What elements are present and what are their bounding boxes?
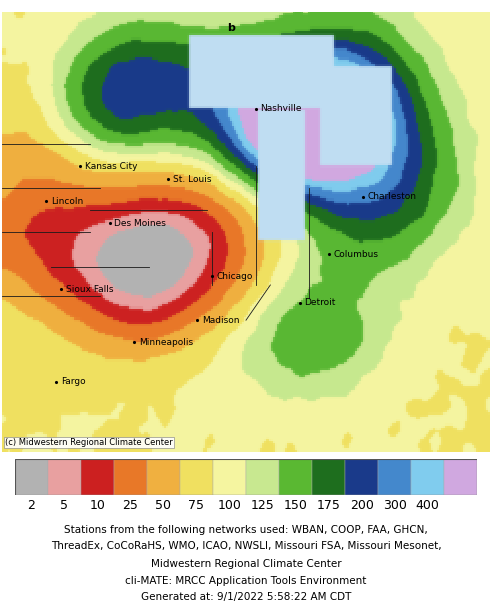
Text: 75: 75: [188, 498, 205, 512]
Text: 150: 150: [283, 498, 308, 512]
Text: Generated at: 9/1/2022 5:58:22 AM CDT: Generated at: 9/1/2022 5:58:22 AM CDT: [141, 592, 351, 602]
Bar: [180, 459, 213, 495]
Text: Midwestern Regional Climate Center: Midwestern Regional Climate Center: [151, 559, 341, 569]
Text: b: b: [227, 23, 235, 33]
Bar: [411, 459, 444, 495]
Text: (c) Midwestern Regional Climate Center: (c) Midwestern Regional Climate Center: [5, 438, 173, 447]
Text: Minneapolis: Minneapolis: [139, 337, 193, 347]
Text: Kansas City: Kansas City: [85, 161, 138, 171]
Bar: [279, 459, 312, 495]
Bar: [444, 459, 477, 495]
Text: Des Moines: Des Moines: [115, 219, 166, 228]
Text: 100: 100: [217, 498, 242, 512]
Text: Columbus: Columbus: [334, 249, 379, 259]
Bar: [345, 459, 378, 495]
Text: 400: 400: [416, 498, 440, 512]
Text: 200: 200: [350, 498, 373, 512]
Text: 50: 50: [155, 498, 171, 512]
Text: St. Louis: St. Louis: [173, 175, 212, 184]
Text: Detroit: Detroit: [305, 298, 336, 307]
Text: Nashville: Nashville: [261, 104, 302, 114]
Text: Charleston: Charleston: [368, 192, 417, 202]
Text: ThreadEx, CoCoRaHS, WMO, ICAO, NWSLI, Missouri FSA, Missouri Mesonet,: ThreadEx, CoCoRaHS, WMO, ICAO, NWSLI, Mi…: [51, 541, 441, 551]
Text: Chicago: Chicago: [217, 272, 253, 280]
Text: Sioux Falls: Sioux Falls: [66, 285, 113, 294]
Text: Stations from the following networks used: WBAN, COOP, FAA, GHCN,: Stations from the following networks use…: [64, 525, 428, 535]
Text: 10: 10: [90, 498, 105, 512]
Text: cli-MATE: MRCC Application Tools Environment: cli-MATE: MRCC Application Tools Environ…: [125, 575, 367, 586]
Text: 125: 125: [250, 498, 275, 512]
Text: 25: 25: [123, 498, 138, 512]
Text: 300: 300: [383, 498, 406, 512]
Bar: [147, 459, 180, 495]
Bar: [114, 459, 147, 495]
Bar: [312, 459, 345, 495]
Text: Madison: Madison: [202, 316, 240, 325]
Bar: [246, 459, 279, 495]
Bar: [213, 459, 246, 495]
Text: 2: 2: [28, 498, 35, 512]
Bar: [81, 459, 114, 495]
Bar: [15, 459, 48, 495]
Text: 175: 175: [317, 498, 340, 512]
Text: Lincoln: Lincoln: [51, 197, 84, 206]
Bar: [48, 459, 81, 495]
Text: 5: 5: [61, 498, 68, 512]
Text: Fargo: Fargo: [61, 378, 86, 386]
Bar: [378, 459, 411, 495]
